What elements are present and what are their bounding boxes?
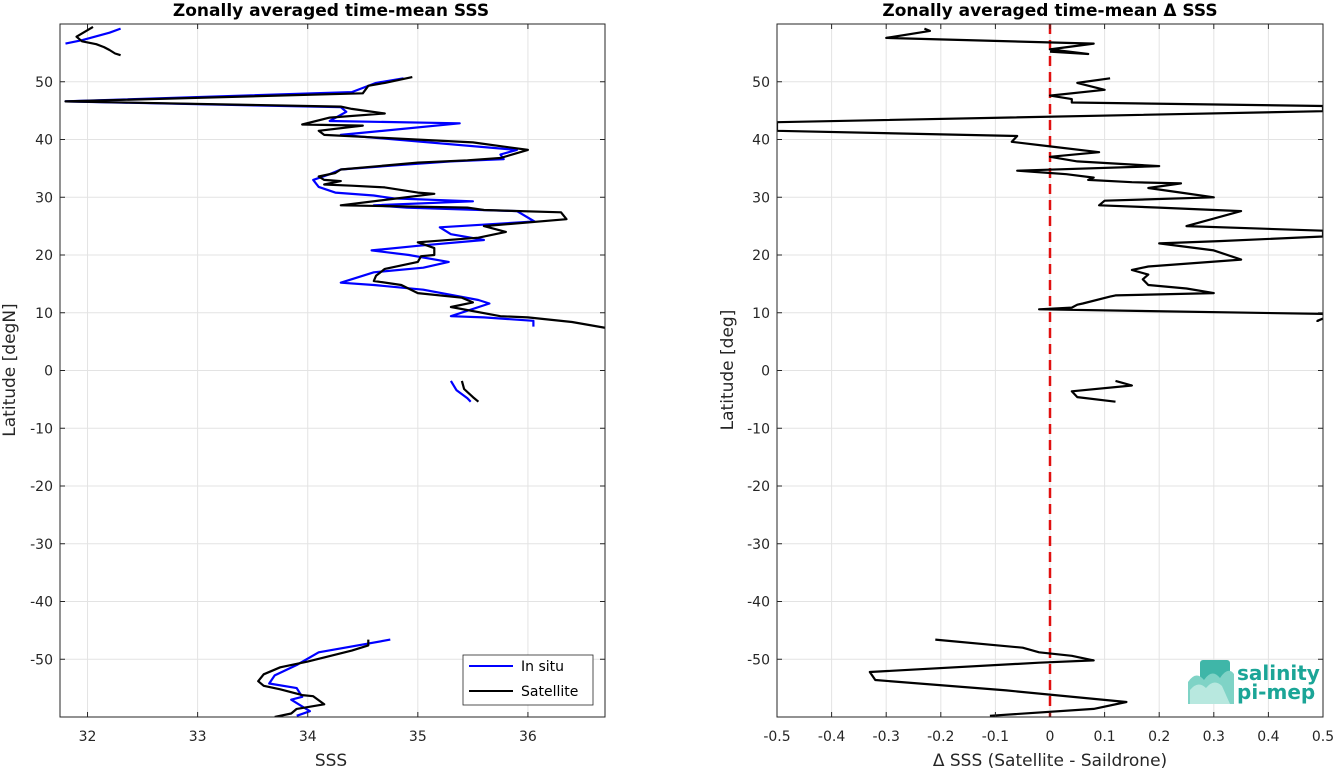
legend-insitu-label: In situ [521,659,564,675]
right-x-tick-label: -0.5 [763,729,790,745]
right-x-tick-label: 0.4 [1257,729,1279,745]
right-y-tick-label: 40 [752,133,770,149]
left-series-satellite-segment [257,639,370,717]
left-y-tick-label: -30 [30,537,53,553]
left-y-tick-label: 20 [35,248,53,264]
logo-line2: pi-mep [1237,680,1315,704]
left-y-tick-label: 50 [35,75,53,91]
left-series-in-situ-segment [449,380,472,403]
right-chart-title: Zonally averaged time-mean Δ SSS [882,1,1217,21]
left-series-in-situ-segment [64,77,536,327]
right-y-axis-label: Latitude [deg] [718,310,738,431]
left-y-tick-label: 10 [35,306,53,322]
left-y-tick-label: 40 [35,133,53,149]
right-x-tick-label: -0.4 [818,729,845,745]
left-y-axis-label: Latitude [degN] [0,303,20,436]
logo-line1: salinity [1237,661,1320,685]
legend: In situ Satellite [462,654,594,706]
right-plot: -0.5 -0.4 -0.3 -0.2 -0.1 0 0.1 0.2 0.3 0.4 0.5 -50 -… [747,23,1334,745]
logo-wave-icon [1188,660,1234,704]
left-chart-title: Zonally averaged time-mean SSS [173,1,489,21]
left-series-satellite-segment [460,380,480,403]
right-y-tick-label: 10 [752,306,770,322]
left-y-tick-label: -10 [30,421,53,437]
right-x-tick-label: 0.2 [1148,729,1170,745]
left-series-in-situ-segment [268,638,391,717]
right-series-delta-segment [777,77,1323,316]
right-y-tick-label: -40 [747,595,770,611]
left-series-satellite-segment [75,25,121,57]
right-series-delta-segment [868,638,1128,717]
right-y-tick-label: 30 [752,190,770,206]
right-y-tick-label: -30 [747,537,770,553]
salinity-pimep-logo: salinity pi-mep [1188,660,1320,704]
left-y-tick-label: 30 [35,190,53,206]
left-x-tick-label: 36 [519,729,537,745]
left-series-satellite-segment [64,76,605,329]
left-x-tick-label: 34 [299,729,317,745]
right-series-delta-segment [885,27,1095,56]
legend-box [462,654,594,706]
left-y-tick-label: -20 [30,479,53,495]
right-y-tick-label: 50 [752,75,770,91]
left-series-in-situ-segment [65,27,121,45]
left-x-tick-label: 33 [189,729,207,745]
right-x-tick-label: -0.3 [873,729,900,745]
right-y-tick-label: 20 [752,248,770,264]
left-x-axis-label: SSS [315,751,347,769]
left-x-tick-label: 35 [409,729,427,745]
right-x-tick-label: -0.2 [927,729,954,745]
left-y-tick-label: 0 [44,364,53,380]
right-y-tick-label: 0 [761,364,770,380]
left-x-tick-label: 32 [79,729,97,745]
right-y-tick-label: -50 [747,652,770,668]
left-y-tick-label: -40 [30,595,53,611]
right-series-delta-segment [1070,379,1134,403]
right-x-tick-label: 0.3 [1203,729,1225,745]
right-x-tick-label: -0.1 [982,729,1009,745]
right-x-axis-label: Δ SSS (Satellite - Saildrone) [933,751,1167,769]
legend-satellite-label: Satellite [521,684,578,700]
right-y-tick-label: -10 [747,421,770,437]
left-y-tick-label: -50 [30,652,53,668]
right-series-delta-segment [1316,317,1323,322]
left-plot: 32 33 34 35 36 -50 -40 -30 -20 -10 0 10 20 30 40 50 [30,23,606,745]
right-x-tick-label: 0 [1046,729,1055,745]
right-x-tick-label: 0.5 [1312,729,1334,745]
right-y-tick-label: -20 [747,479,770,495]
right-x-tick-label: 0.1 [1093,729,1115,745]
